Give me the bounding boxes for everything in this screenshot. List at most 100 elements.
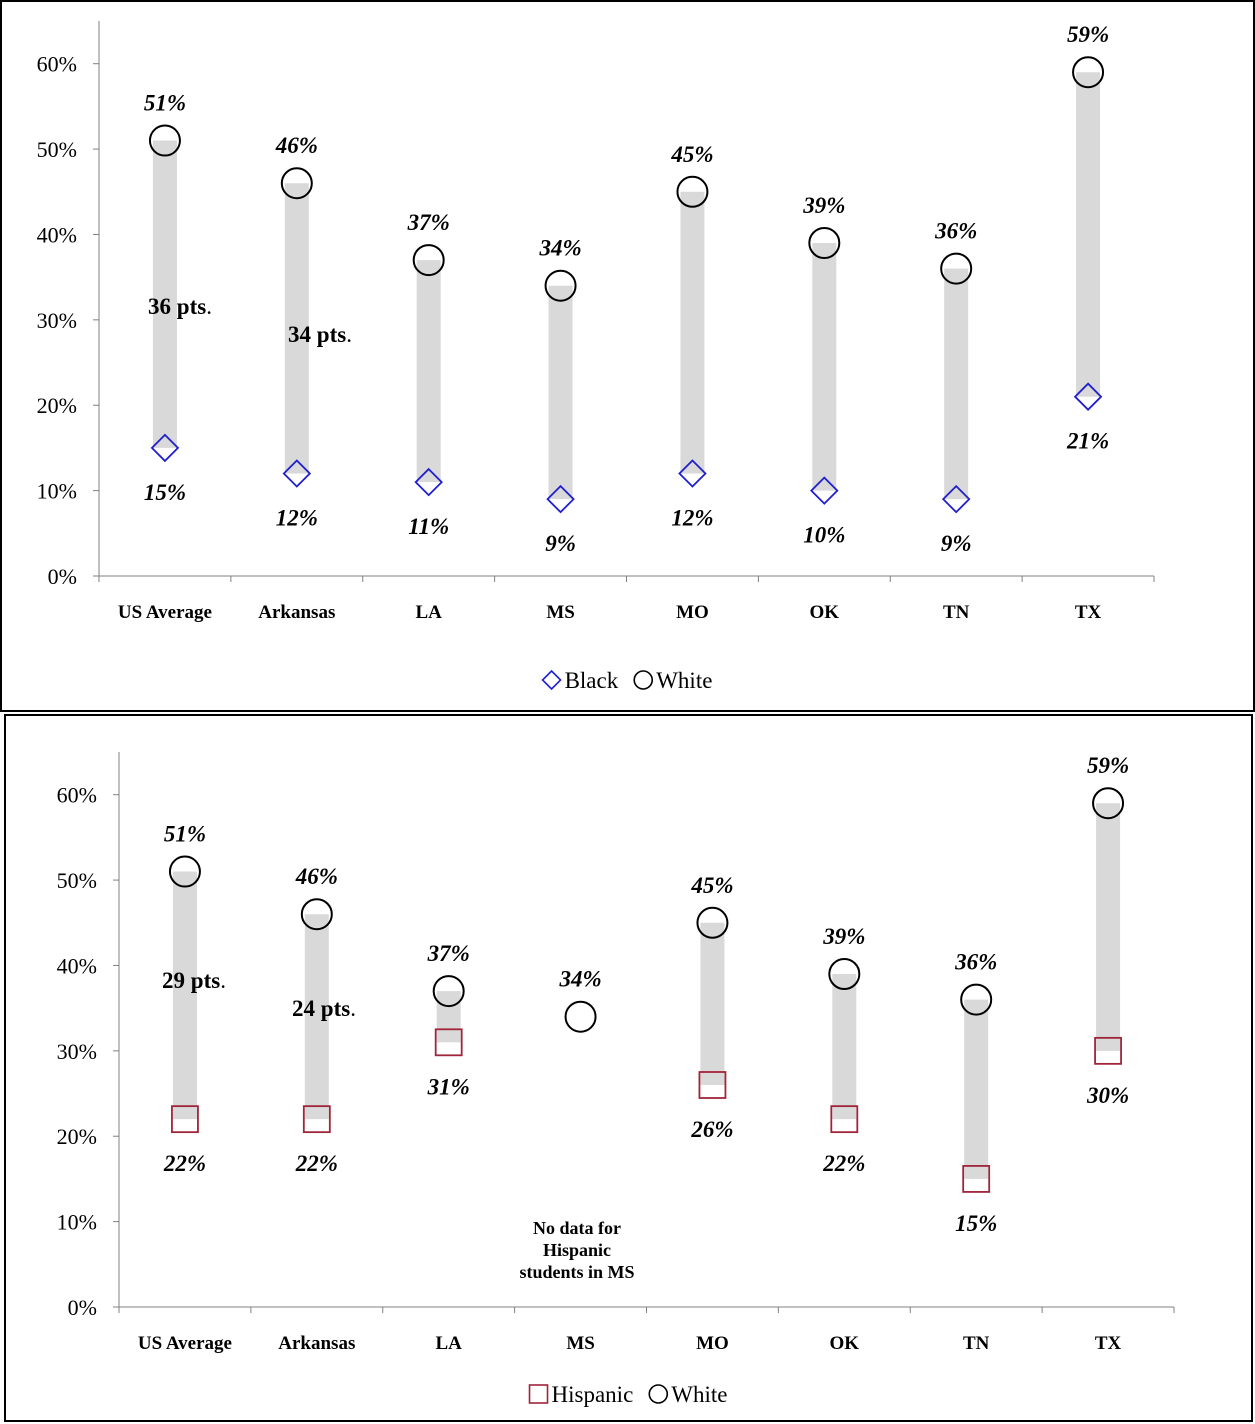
gap-label: 24 pts. — [292, 996, 356, 1021]
hispanic-value-label: 22% — [295, 1151, 338, 1176]
hispanic-marker — [962, 1165, 991, 1193]
range-bar — [304, 914, 329, 1120]
category-label: MS — [566, 1333, 595, 1354]
category-label: MS — [546, 602, 575, 623]
y-tick-label: 60% — [57, 783, 97, 808]
legend: Black White — [541, 668, 712, 693]
category-label: Arkansas — [258, 602, 335, 623]
legend-label: Black — [565, 668, 619, 693]
category-label: LA — [415, 602, 442, 623]
legend-white-swatch — [648, 1384, 669, 1404]
white-marker — [412, 244, 445, 277]
hispanic-value-label: 22% — [822, 1151, 865, 1176]
hispanic-marker — [434, 1028, 463, 1057]
white-value-label: 36% — [934, 219, 977, 244]
white-marker — [564, 1000, 597, 1033]
black-value-label: 15% — [144, 480, 186, 505]
range-bar — [964, 999, 989, 1179]
white-value-label: 39% — [802, 193, 845, 218]
y-tick-label: 10% — [37, 479, 77, 504]
chart-panel-black-white: 0% 10% 20% 30% 40% 50% 60% US Average Arkansas LA… — [0, 0, 1255, 712]
black-value-label: 9% — [941, 531, 972, 556]
gap-label: 36 pts. — [148, 294, 212, 319]
category-label: US Average — [118, 602, 212, 623]
black-value-label: 9% — [545, 531, 576, 556]
gap-label: 29 pts. — [162, 968, 226, 993]
category-label: US Average — [138, 1333, 232, 1354]
y-tick-label: 40% — [57, 953, 97, 978]
white-value-label: 34% — [538, 236, 581, 261]
category-label: TX — [1075, 602, 1102, 623]
y-tick-label: 0% — [48, 564, 77, 589]
no-data-annotation: students in MS — [519, 1262, 634, 1282]
black-marker — [282, 459, 312, 488]
y-tick-label: 60% — [37, 52, 77, 77]
black-marker — [678, 459, 707, 488]
white-value-label: 39% — [822, 924, 865, 949]
range-bar — [172, 871, 197, 1120]
white-value-label: 51% — [144, 91, 186, 116]
range-bar — [944, 268, 969, 500]
category-label: TN — [943, 602, 970, 623]
y-tick-label: 30% — [37, 308, 77, 333]
black-marker — [941, 484, 971, 514]
black-marker — [546, 484, 575, 514]
no-data-annotation: Hispanic — [543, 1240, 611, 1260]
hispanic-value-label: 30% — [1086, 1083, 1129, 1108]
category-label: TN — [963, 1333, 990, 1354]
white-marker — [960, 983, 993, 1016]
white-marker — [808, 227, 841, 259]
hispanic-marker — [1094, 1036, 1122, 1065]
y-tick-label: 50% — [37, 137, 77, 162]
black-value-label: 12% — [671, 506, 713, 531]
category-label: TX — [1095, 1333, 1122, 1354]
black-value-label: 11% — [408, 514, 449, 539]
y-tick-label: 20% — [57, 1124, 97, 1149]
white-marker — [940, 252, 973, 285]
range-bar — [700, 922, 725, 1085]
chart-panel-hispanic-white: 0% 10% 20% 30% 40% 50% 60% US Average Arkansas LA… — [4, 714, 1253, 1422]
gap-label: 34 pts. — [288, 322, 352, 347]
category-label: LA — [435, 1333, 462, 1354]
y-tick-label: 30% — [57, 1039, 97, 1064]
legend-label: White — [671, 1382, 727, 1407]
legend-white-swatch — [633, 670, 654, 690]
white-value-label: 46% — [295, 864, 338, 889]
range-bar — [1076, 72, 1101, 397]
white-marker — [544, 269, 577, 302]
hispanic-marker — [698, 1071, 727, 1099]
y-tick-label: 0% — [68, 1295, 97, 1320]
y-tick-label: 40% — [37, 222, 77, 247]
white-marker — [432, 975, 465, 1008]
hispanic-value-label: 26% — [690, 1117, 733, 1142]
black-marker — [810, 476, 839, 505]
white-marker — [1092, 787, 1125, 820]
range-bar — [416, 260, 441, 483]
black-value-label: 10% — [803, 523, 845, 548]
black-white-chart: 0% 10% 20% 30% 40% 50% 60% US Average Arkansas LA… — [37, 21, 1155, 693]
white-value-label: 37% — [427, 941, 470, 966]
range-bar — [812, 243, 837, 491]
range-bar — [548, 285, 573, 500]
white-value-label: 59% — [1087, 753, 1129, 778]
black-value-label: 21% — [1066, 429, 1109, 454]
white-marker — [148, 124, 181, 157]
no-data-annotation: No data for — [533, 1218, 621, 1238]
legend-hispanic-swatch — [528, 1384, 549, 1404]
range-bar — [1096, 803, 1121, 1051]
hispanic-marker — [830, 1105, 859, 1134]
hispanic-white-chart: 0% 10% 20% 30% 40% 50% 60% US Average Arkansas LA… — [57, 752, 1175, 1407]
hispanic-marker — [302, 1105, 331, 1134]
black-marker — [150, 433, 180, 463]
white-value-label: 37% — [407, 210, 450, 235]
white-value-label: 59% — [1067, 22, 1109, 47]
y-tick-label: 20% — [37, 393, 77, 418]
black-value-label: 12% — [276, 506, 318, 531]
hispanic-value-label: 22% — [163, 1151, 206, 1176]
legend-label: Hispanic — [552, 1382, 634, 1407]
legend-black-swatch — [541, 669, 562, 691]
white-marker — [168, 855, 201, 888]
range-bar — [436, 991, 461, 1043]
category-label: OK — [830, 1333, 860, 1354]
y-tick-label: 10% — [57, 1210, 97, 1235]
